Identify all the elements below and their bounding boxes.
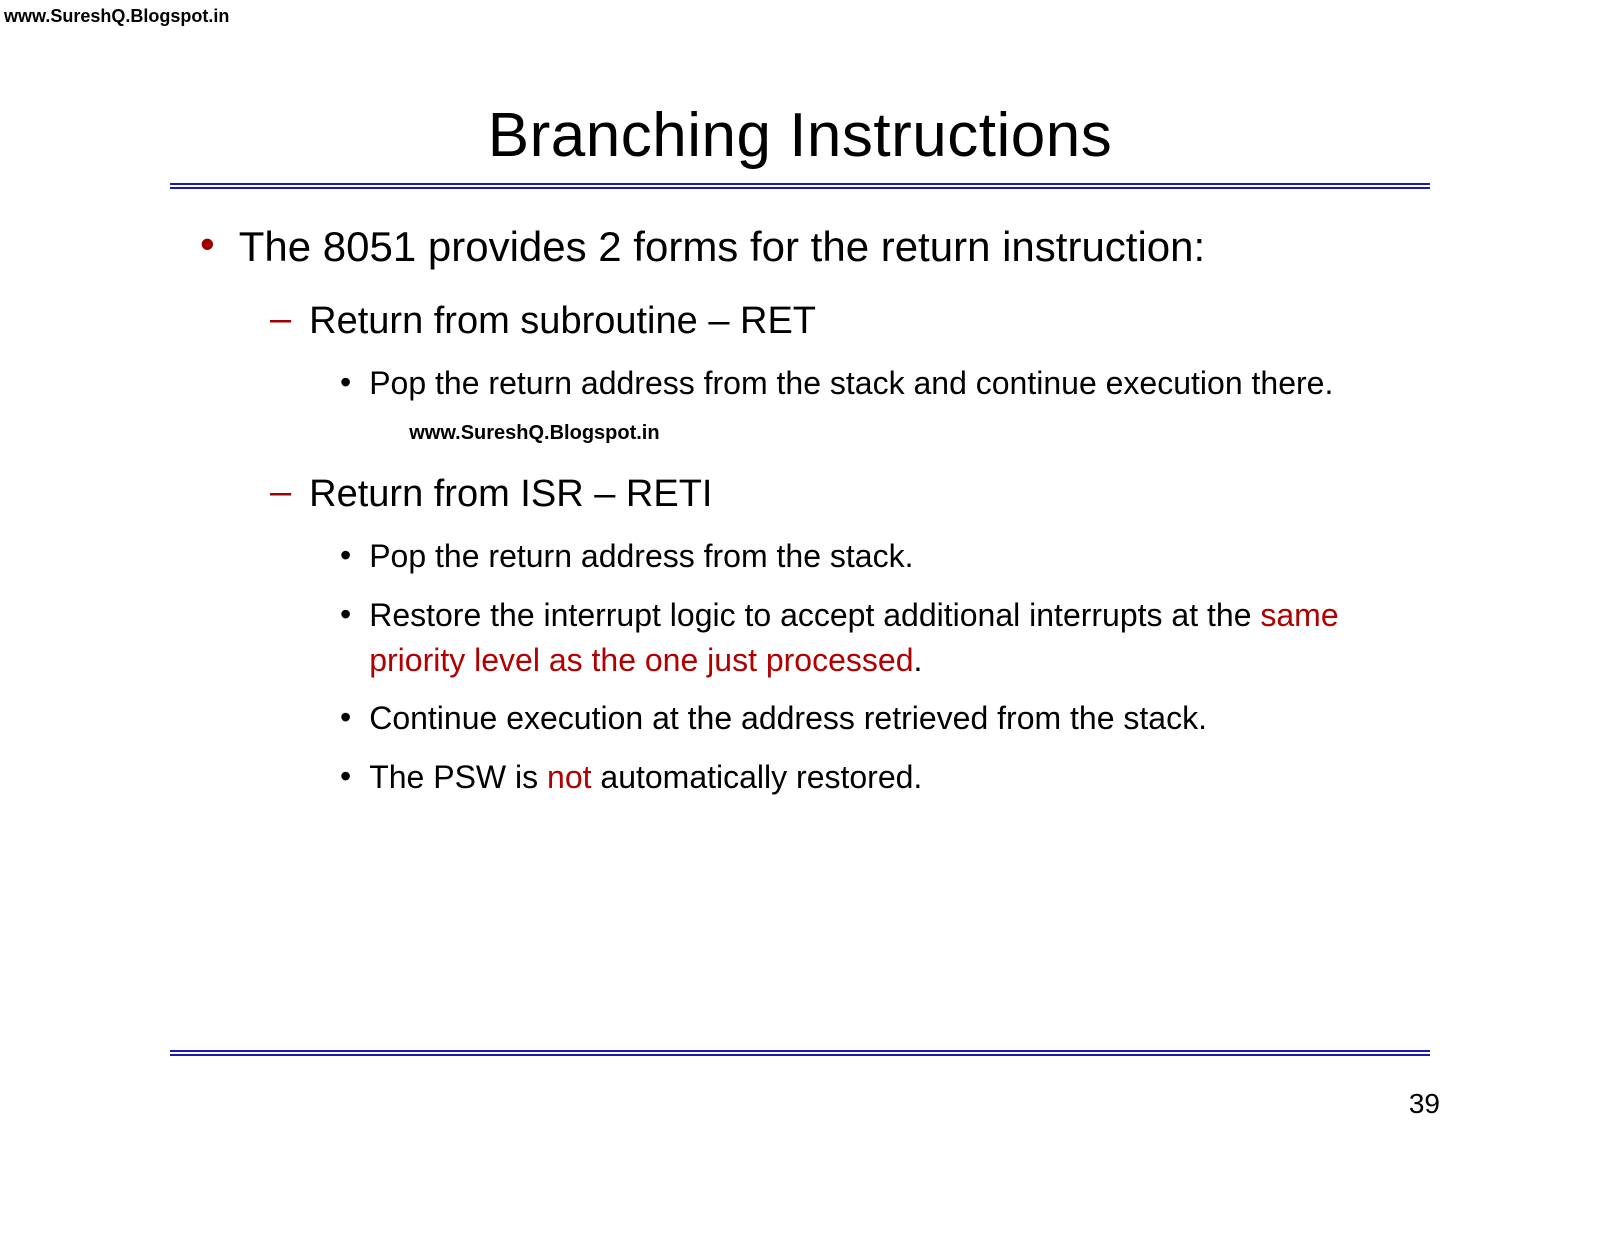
bullet-icon: •	[200, 223, 215, 278]
bullet-level-1: • The 8051 provides 2 forms for the retu…	[200, 217, 1430, 278]
dash-icon: –	[270, 469, 291, 520]
detail-text-part: Restore the interrupt logic to accept ad…	[369, 597, 1260, 633]
content-body: • The 8051 provides 2 forms for the retu…	[170, 217, 1430, 800]
watermark-top: www.SureshQ.Blogspot.in	[4, 6, 229, 27]
detail-text: Pop the return address from the stack an…	[369, 361, 1430, 451]
slide-container: Branching Instructions • The 8051 provid…	[170, 100, 1430, 800]
highlight-text: not	[547, 759, 591, 795]
bottom-divider	[170, 1050, 1430, 1056]
page-number: 39	[1409, 1088, 1440, 1120]
detail-text-part: automatically restored.	[592, 759, 923, 795]
dot-icon: •	[340, 361, 351, 451]
bullet-level-2: – Return from ISR – RETI	[270, 469, 1430, 520]
dot-icon: •	[340, 696, 351, 741]
dot-icon: •	[340, 755, 351, 800]
bullet-level-3: • Pop the return address from the stack.	[340, 534, 1430, 579]
detail-text: Continue execution at the address retrie…	[369, 696, 1207, 741]
detail-text: Pop the return address from the stack.	[369, 534, 913, 579]
bullet-level-3: • Continue execution at the address retr…	[340, 696, 1430, 741]
detail-text: Restore the interrupt logic to accept ad…	[369, 593, 1430, 683]
dot-icon: •	[340, 534, 351, 579]
detail-text-part: .	[913, 642, 922, 678]
dot-icon: •	[340, 593, 351, 683]
subbullet-text: Return from subroutine – RET	[309, 296, 816, 347]
detail-text: The PSW is not automatically restored.	[369, 755, 922, 800]
bullet-level-2: – Return from subroutine – RET	[270, 296, 1430, 347]
dash-icon: –	[270, 296, 291, 347]
detail-text-part: Pop the return address from the stack an…	[369, 365, 1333, 401]
detail-text-part: The PSW is	[369, 759, 547, 795]
bullet-level-3: • Pop the return address from the stack …	[340, 361, 1430, 451]
subbullet-text: Return from ISR – RETI	[309, 469, 712, 520]
bullet-level-3: • Restore the interrupt logic to accept …	[340, 593, 1430, 683]
watermark-mid: www.SureshQ.Blogspot.in	[409, 422, 659, 444]
slide-title: Branching Instructions	[170, 100, 1430, 171]
bullet-level-3: • The PSW is not automatically restored.	[340, 755, 1430, 800]
bullet-text: The 8051 provides 2 forms for the return…	[239, 217, 1205, 278]
title-divider	[170, 183, 1430, 189]
